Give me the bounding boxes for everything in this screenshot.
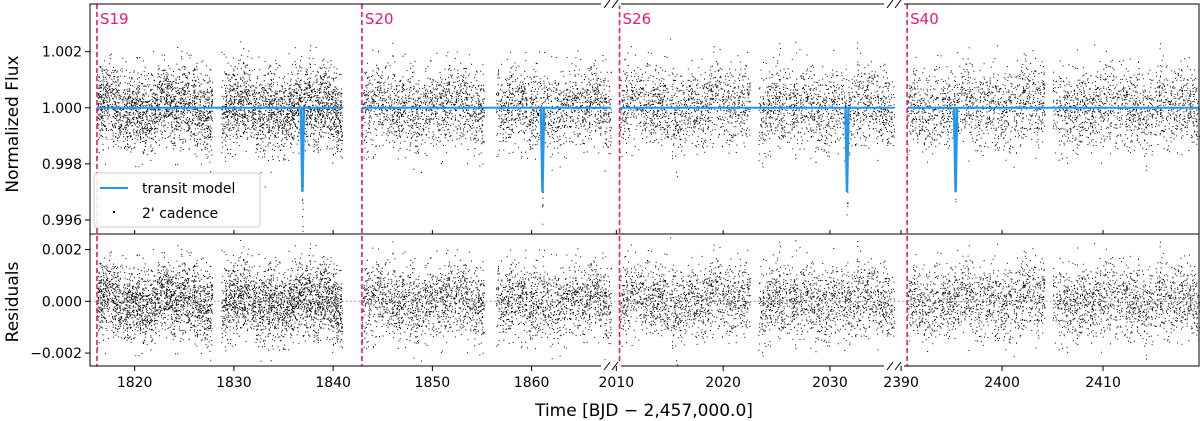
- bottom-panel-frame: [89, 233, 1200, 367]
- transit-dip-1: [299, 107, 306, 192]
- label-layer: Time [BJD − 2,457,000.0] Normalized Flux…: [3, 55, 753, 421]
- axis-break-mark: [603, 361, 611, 371]
- flux-points: [97, 38, 1200, 232]
- x-tick-label: 1820: [117, 375, 153, 391]
- sector-layer: S19 S20 S26 S40: [96, 4, 939, 366]
- x-tick-label: 2390: [883, 375, 919, 391]
- axis-break-mark: [886, 361, 894, 371]
- top-y-axis-label: Normalized Flux: [3, 55, 23, 192]
- legend-model-label: transit model: [142, 181, 235, 197]
- top-y-tick-label: 1.002: [42, 45, 82, 61]
- legend-points-label: 2' cadence: [142, 206, 218, 222]
- sector-label-s26: S26: [623, 10, 652, 28]
- x-tick-label: 1860: [514, 375, 550, 391]
- top-y-tick-label: 0.996: [42, 213, 82, 229]
- x-tick-label: 2030: [812, 375, 848, 391]
- transit-dip-4: [952, 107, 959, 192]
- axis-break-mark: [886, 0, 894, 9]
- top-y-tick-label: 0.998: [42, 157, 82, 173]
- legend-points-swatch: [113, 211, 115, 213]
- transit-dip-3: [844, 107, 850, 192]
- axis-break-mark: [611, 0, 619, 9]
- x-tick-label: 1840: [315, 375, 351, 391]
- residual-points: [97, 237, 1200, 366]
- scatter-layer: [97, 38, 1200, 366]
- axis-break-mark: [603, 0, 611, 9]
- x-tick-label: 2400: [984, 375, 1020, 391]
- axes-layer: 0.996 0.998 1.000 1.002 −0.002 0.000 0.002 1820…: [30, 0, 1200, 391]
- sector-label-s40: S40: [910, 10, 939, 28]
- legend-box: [93, 172, 261, 228]
- bottom-y-axis-label: Residuals: [3, 262, 23, 343]
- x-tick-label: 2020: [705, 375, 741, 391]
- x-tick-label: 1850: [415, 375, 451, 391]
- top-y-tick-label: 1.000: [42, 101, 82, 117]
- model-layer: [90, 106, 1199, 302]
- x-tick-label: 2410: [1085, 375, 1121, 391]
- bottom-y-tick-label: −0.002: [30, 346, 82, 362]
- bottom-y-tick-label: 0.002: [42, 243, 82, 259]
- sector-label-s20: S20: [365, 10, 394, 28]
- x-axis-label: Time [BJD − 2,457,000.0]: [534, 401, 753, 421]
- axis-break-mark: [894, 0, 902, 9]
- axis-break-mark: [611, 361, 619, 371]
- legend: transit model 2' cadence: [93, 172, 261, 228]
- axis-break-mark: [894, 361, 902, 371]
- x-tick-label: 1830: [216, 375, 252, 391]
- bottom-y-tick-label: 0.000: [42, 294, 82, 310]
- transit-dip-2: [539, 107, 546, 192]
- sector-label-s19: S19: [100, 10, 129, 28]
- x-tick-label: 2010: [599, 375, 635, 391]
